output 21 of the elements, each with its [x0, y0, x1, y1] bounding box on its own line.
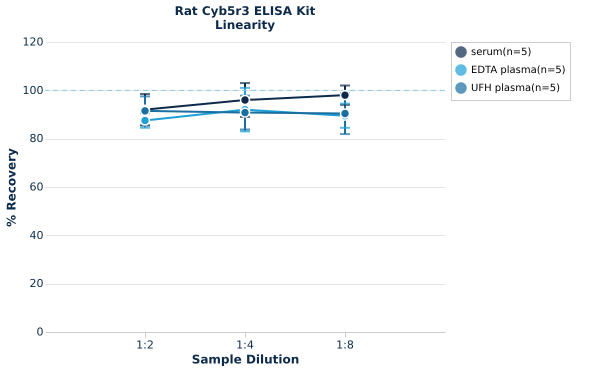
- y-tick-label: 100: [22, 84, 44, 97]
- point: [140, 115, 150, 126]
- x-axis-title: Sample Dilution: [192, 352, 300, 366]
- x-tick-label: 1:2: [136, 338, 154, 352]
- y-tick-label: 120: [22, 36, 44, 48]
- point: [240, 94, 250, 106]
- y-tick-label: 20: [30, 277, 44, 290]
- legend-label: EDTA plasma(n=5): [471, 65, 566, 76]
- y-tick-label: 40: [30, 228, 44, 242]
- legend-label: UFH plasma(n=5): [471, 83, 560, 94]
- chart-title: Rat Cyb5r3 ELISA Kit: [174, 4, 316, 18]
- point: [340, 90, 350, 100]
- x-tick-label: 1:8: [336, 338, 354, 352]
- point: [240, 107, 250, 118]
- y-tick-label: 60: [30, 180, 44, 194]
- y-tick-label: 0: [36, 326, 44, 338]
- x-tick-label: 1:4: [236, 338, 254, 352]
- chart-subtitle: Linearity: [214, 18, 276, 32]
- legend-label: serum(n=5): [471, 47, 532, 58]
- y-axis-title: % Recovery: [4, 148, 19, 227]
- y-tick-label: 80: [30, 132, 44, 146]
